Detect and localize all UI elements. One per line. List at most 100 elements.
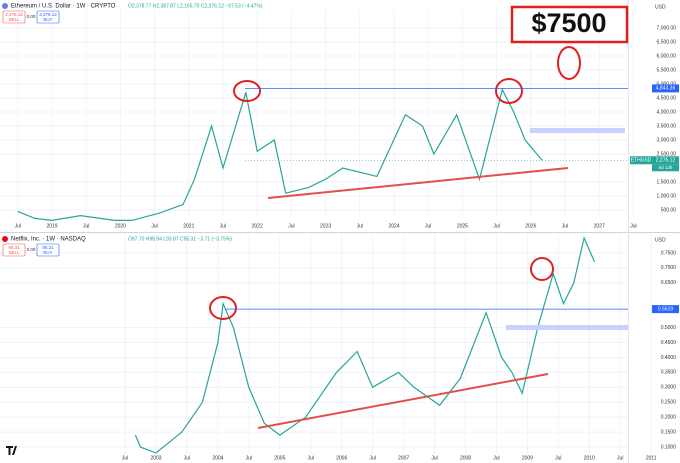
y-tick-label: 4,500.00	[657, 95, 677, 101]
x-tick-label: Jul	[562, 223, 568, 229]
x-tick-label: Jul	[357, 223, 363, 229]
x-tick-label: 2003	[150, 455, 161, 461]
price-tag	[652, 305, 679, 314]
x-tick-label: 2020	[115, 223, 126, 229]
y-tick-label: 500.00	[661, 207, 677, 213]
sell-button[interactable]	[2, 243, 26, 257]
x-tick-label: Jul	[151, 223, 157, 229]
x-tick-label: Jul	[555, 455, 561, 461]
circle	[233, 80, 261, 102]
x-tick-label: 2008	[460, 455, 471, 461]
spread: 0.00	[27, 14, 36, 19]
sell-price: 95.31	[8, 245, 20, 250]
circle	[209, 296, 237, 320]
price-line	[134, 236, 596, 454]
x-tick-label: Jul	[83, 223, 89, 229]
x-tick-label: 2027	[594, 223, 605, 229]
y-tick-label: 1,500.00	[657, 179, 677, 185]
x-tick-label: Jul	[617, 455, 623, 461]
x-tick-label: Jul	[630, 223, 636, 229]
countdown-tag	[652, 164, 679, 172]
annotations	[6, 5, 629, 455]
x-tick-label: Jul	[184, 455, 190, 461]
x-tick-label: 2009	[522, 455, 533, 461]
y-tick-label: 0.5000	[661, 325, 677, 331]
x-tick-label: 2006	[336, 455, 347, 461]
circle	[495, 78, 523, 104]
spread: 0.00	[27, 247, 36, 252]
x-tick-label: Jul	[220, 223, 226, 229]
symbol-tag-label: ETHUSD	[631, 158, 652, 164]
price-tag-label: 0.5619	[658, 306, 674, 312]
y-tick-label: 6,500.00	[657, 39, 677, 45]
x-tick-label: 2004	[212, 455, 223, 461]
y-tick-label: 3,500.00	[657, 123, 677, 129]
x-tick-label: Jul	[493, 455, 499, 461]
buy-button[interactable]	[36, 10, 60, 24]
symbol-icon	[2, 3, 8, 9]
price-line	[17, 87, 543, 222]
y-tick-label: 2,500.00	[657, 151, 677, 157]
y-tick-label: 0.1000	[661, 444, 677, 450]
price-tag	[652, 156, 679, 165]
x-tick-label: Jul	[122, 455, 128, 461]
x-tick-label: 2007	[398, 455, 409, 461]
y-tick-label: 4,000.00	[657, 109, 677, 115]
y-tick-label: 3,000.00	[657, 137, 677, 143]
y-tick-label: 0.7000	[661, 265, 677, 271]
target-box	[510, 5, 629, 44]
x-tick-label: 2022	[252, 223, 263, 229]
buy-button[interactable]	[36, 243, 60, 257]
ohlc: O2,378.77 H2,387.87 L2,165.70 C2,276.12 …	[128, 3, 263, 9]
x-tick-label: 2019	[46, 223, 57, 229]
x-tick-label: Jul	[308, 455, 314, 461]
sell-label: SELL	[8, 250, 20, 255]
x-tick-label: 2010	[584, 455, 595, 461]
symbol-icon	[2, 236, 8, 242]
tradingview-logo	[6, 446, 17, 455]
x-tick-label: 2026	[525, 223, 536, 229]
x-tick-label: Jul	[246, 455, 252, 461]
circle	[557, 46, 581, 80]
y-tick-label: 0.3500	[661, 370, 677, 376]
sell-label: SELL	[8, 17, 20, 22]
y-tick-label: 0.7500	[661, 250, 677, 256]
price-tag	[652, 84, 679, 93]
symbol-title: Ethereum / U.S. Dollar · 1W · CRYPTO	[11, 4, 116, 10]
x-tick-label: Jul	[369, 455, 375, 461]
price-tag-label: 4,843.36	[656, 86, 676, 92]
buy-label: BUY	[43, 17, 52, 22]
x-tick-label: 2011	[646, 455, 657, 461]
y-tick-label: 5,000.00	[657, 81, 677, 87]
trend-line	[267, 167, 569, 199]
x-tick-label: 2025	[457, 223, 468, 229]
trend-line	[257, 373, 549, 429]
price-tag-label: 2,276.12	[656, 158, 676, 164]
x-tick-label: Jul	[493, 223, 499, 229]
y-tick-label: 1,000.00	[657, 193, 677, 199]
sell-price: 2,276.12	[5, 12, 23, 17]
x-tick-label: Jul	[15, 223, 21, 229]
zone	[506, 325, 628, 330]
target-label: $7500	[531, 8, 606, 38]
y-tick-label: 0.2500	[661, 400, 677, 406]
x-tick-label: 2005	[274, 455, 285, 461]
zone	[530, 128, 625, 133]
currency: USD	[655, 237, 666, 243]
symbol-tag	[630, 156, 652, 165]
y-tick-label: 0.4500	[661, 340, 677, 346]
x-tick-label: Jul	[431, 455, 437, 461]
y-tick-label: 7,000.00	[657, 25, 677, 31]
sell-button[interactable]	[2, 10, 26, 24]
y-tick-label: 0.3000	[661, 385, 677, 391]
circle	[530, 257, 554, 281]
x-tick-label: Jul	[425, 223, 431, 229]
y-tick-label: 0.4000	[661, 355, 677, 361]
y-tick-label: 5,500.00	[657, 67, 677, 73]
buy-label: BUY	[43, 250, 52, 255]
y-tick-label: 6,000.00	[657, 53, 677, 59]
countdown: 6d 13h	[659, 165, 673, 170]
y-tick-label: 0.1500	[661, 429, 677, 435]
